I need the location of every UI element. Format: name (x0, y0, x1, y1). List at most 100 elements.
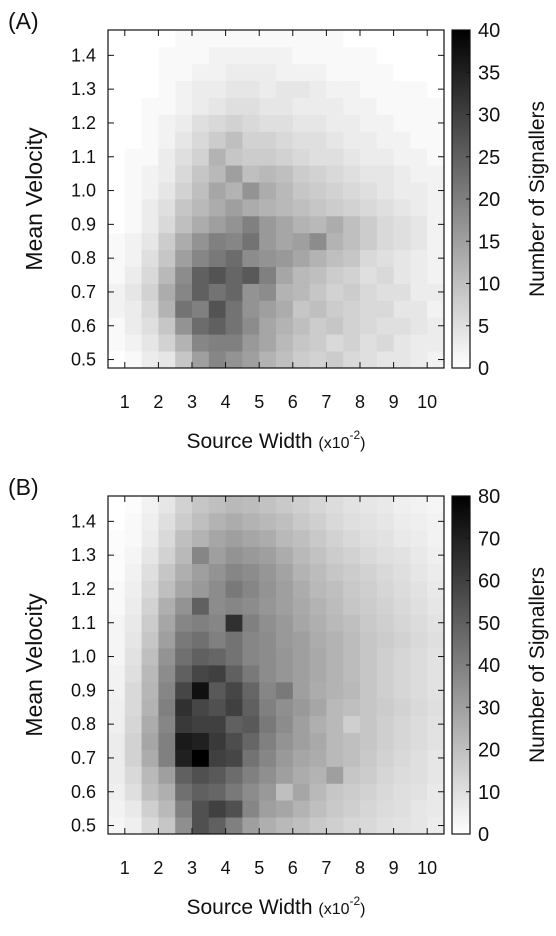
heatmap-cell (292, 46, 310, 65)
heatmap-cell (393, 215, 411, 234)
heatmap-cell (376, 165, 394, 183)
heatmap-cell (242, 665, 260, 683)
heatmap-cell (360, 266, 378, 284)
heatmap-cell (326, 46, 344, 65)
heatmap-cell (175, 249, 193, 267)
heatmap-cell (276, 698, 294, 717)
heatmap-cell (410, 546, 428, 564)
heatmap-cell (175, 131, 193, 149)
heatmap-cell (259, 266, 277, 284)
heatmap-cell (309, 817, 327, 835)
heatmap-cell (259, 63, 277, 82)
x-tick-label: 1 (120, 858, 130, 878)
heatmap-cell (158, 249, 176, 267)
heatmap-cell (208, 215, 226, 234)
heatmap-cell (376, 732, 394, 750)
heatmap-cell (343, 131, 361, 149)
heatmap-cell (124, 631, 142, 649)
heatmap-cell (309, 563, 327, 581)
heatmap-cell (427, 199, 445, 217)
heatmap-cell (259, 249, 277, 267)
heatmap-cell (225, 80, 243, 98)
heatmap-cell (259, 580, 277, 598)
heatmap-cell (309, 715, 327, 733)
heatmap-cell (427, 529, 445, 548)
heatmap-cell (410, 215, 428, 234)
heatmap-cell (376, 665, 394, 683)
colorbar-label: Number of Signallers (526, 567, 549, 763)
heatmap-cell (393, 30, 411, 48)
heatmap-cell (376, 182, 394, 200)
heatmap-cell (158, 266, 176, 284)
heatmap-cell (124, 648, 142, 666)
heatmap-cell (208, 563, 226, 581)
heatmap-cell (108, 182, 126, 200)
heatmap-cell (141, 529, 159, 548)
heatmap-cell (360, 334, 378, 352)
heatmap-cell (343, 563, 361, 581)
heatmap-cell (141, 199, 159, 217)
heatmap-cell (393, 631, 411, 649)
heatmap-cell (309, 317, 327, 335)
heatmap-cell (376, 215, 394, 234)
heatmap-cell (124, 800, 142, 818)
heatmap-cell (108, 80, 126, 98)
heatmap-cell (141, 283, 159, 301)
heatmap-cell (141, 732, 159, 750)
heatmap-cell (393, 165, 411, 183)
heatmap-cell (108, 698, 126, 717)
heatmap-cell (108, 681, 126, 700)
heatmap-cell (276, 317, 294, 335)
heatmap-cell (158, 732, 176, 750)
heatmap-cell (393, 97, 411, 115)
heatmap-cell (108, 715, 126, 733)
heatmap-cell (242, 249, 260, 267)
heatmap-cell (259, 614, 277, 632)
heatmap-cell (393, 199, 411, 217)
heatmap-cell (410, 199, 428, 217)
heatmap-cell (208, 249, 226, 267)
heatmap-cell (292, 199, 310, 217)
y-tick-label: 0.7 (71, 748, 96, 768)
heatmap-cell (192, 563, 210, 581)
heatmap-cell (309, 283, 327, 301)
heatmap-cell (309, 266, 327, 284)
heatmap-cell (175, 563, 193, 581)
heatmap-cell (208, 148, 226, 166)
heatmap-cell (393, 563, 411, 581)
heatmap-cell (242, 496, 260, 514)
colorbar-tick-label: 30 (478, 105, 500, 127)
heatmap-cell (124, 30, 142, 48)
heatmap-cell (326, 63, 344, 82)
heatmap-cell (393, 800, 411, 818)
heatmap-cell (259, 715, 277, 733)
heatmap-cell (427, 215, 445, 234)
heatmap-cell (158, 546, 176, 564)
heatmap-cell (360, 817, 378, 835)
heatmap-cell (427, 783, 445, 801)
heatmap-cell (208, 283, 226, 301)
heatmap-cell (158, 232, 176, 251)
colorbar-tick-label: 60 (478, 571, 500, 593)
heatmap-cell (326, 512, 344, 531)
heatmap-cell (393, 131, 411, 149)
heatmap-cell (309, 512, 327, 531)
heatmap-cell (410, 165, 428, 183)
heatmap-cell (309, 97, 327, 115)
colorbar-tick-label: 10 (478, 274, 500, 296)
heatmap-cell (175, 165, 193, 183)
heatmap-cell (410, 131, 428, 149)
heatmap-cell (276, 563, 294, 581)
heatmap-cell (192, 496, 210, 514)
heatmap-cell (276, 715, 294, 733)
heatmap-cell (225, 46, 243, 65)
heatmap-cell (276, 766, 294, 784)
heatmap-cell (309, 681, 327, 700)
y-tick-label: 1.2 (71, 579, 96, 599)
heatmap-cell (175, 232, 193, 251)
heatmap-cell (242, 597, 260, 615)
heatmap-cell (208, 114, 226, 132)
heatmap-cell (259, 46, 277, 65)
heatmap-cell (192, 580, 210, 598)
heatmap-cell (410, 749, 428, 767)
